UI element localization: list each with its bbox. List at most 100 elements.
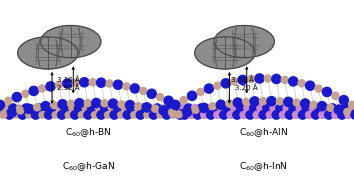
Circle shape: [22, 39, 73, 67]
Ellipse shape: [218, 105, 225, 112]
Ellipse shape: [319, 111, 326, 119]
Ellipse shape: [113, 80, 122, 89]
Circle shape: [222, 29, 267, 54]
Ellipse shape: [255, 74, 264, 83]
Ellipse shape: [153, 104, 161, 112]
Circle shape: [220, 29, 268, 54]
Circle shape: [207, 43, 243, 63]
Ellipse shape: [164, 96, 173, 105]
Ellipse shape: [118, 112, 124, 118]
Ellipse shape: [39, 85, 46, 92]
Ellipse shape: [17, 105, 23, 111]
Circle shape: [66, 39, 75, 44]
Ellipse shape: [175, 111, 182, 118]
Ellipse shape: [201, 111, 208, 119]
Ellipse shape: [51, 101, 58, 109]
Circle shape: [56, 34, 86, 50]
Ellipse shape: [63, 79, 72, 88]
Ellipse shape: [322, 87, 332, 97]
Ellipse shape: [279, 111, 286, 119]
Ellipse shape: [220, 111, 228, 119]
Ellipse shape: [298, 80, 305, 87]
Ellipse shape: [210, 104, 219, 112]
Ellipse shape: [250, 97, 259, 106]
Ellipse shape: [223, 104, 232, 112]
Ellipse shape: [293, 99, 300, 106]
Ellipse shape: [312, 111, 320, 119]
Circle shape: [204, 42, 246, 64]
Ellipse shape: [169, 109, 176, 116]
Circle shape: [51, 31, 90, 52]
Ellipse shape: [123, 83, 130, 90]
Ellipse shape: [301, 99, 310, 108]
Circle shape: [28, 43, 67, 63]
Ellipse shape: [244, 105, 251, 112]
Ellipse shape: [276, 104, 284, 112]
Circle shape: [44, 27, 98, 56]
Ellipse shape: [322, 105, 330, 112]
Circle shape: [45, 28, 96, 55]
Ellipse shape: [91, 112, 98, 118]
Ellipse shape: [197, 88, 204, 95]
Circle shape: [202, 41, 247, 65]
Ellipse shape: [61, 104, 70, 112]
Ellipse shape: [315, 85, 322, 92]
Circle shape: [195, 37, 255, 69]
Ellipse shape: [338, 111, 346, 119]
Ellipse shape: [92, 98, 101, 108]
Circle shape: [213, 46, 237, 59]
Ellipse shape: [302, 104, 310, 112]
Ellipse shape: [142, 103, 152, 112]
Ellipse shape: [216, 100, 225, 109]
Circle shape: [42, 50, 54, 56]
Ellipse shape: [114, 104, 122, 112]
Circle shape: [63, 38, 78, 46]
Circle shape: [220, 50, 229, 55]
Ellipse shape: [34, 104, 41, 111]
Circle shape: [234, 36, 255, 47]
Ellipse shape: [56, 81, 63, 88]
Ellipse shape: [310, 101, 317, 108]
Circle shape: [31, 44, 64, 62]
Ellipse shape: [318, 101, 327, 111]
Ellipse shape: [109, 99, 118, 108]
Ellipse shape: [58, 100, 67, 109]
Text: C$_{60}$@h-BN: C$_{60}$@h-BN: [65, 126, 112, 139]
Ellipse shape: [135, 105, 141, 111]
Ellipse shape: [253, 111, 260, 119]
Ellipse shape: [309, 105, 316, 112]
Ellipse shape: [157, 112, 163, 118]
Ellipse shape: [194, 111, 202, 119]
Ellipse shape: [22, 104, 30, 112]
Ellipse shape: [173, 101, 181, 108]
Circle shape: [232, 35, 256, 48]
Ellipse shape: [69, 105, 75, 111]
Ellipse shape: [240, 111, 247, 119]
Ellipse shape: [48, 104, 57, 112]
Ellipse shape: [97, 111, 105, 119]
Circle shape: [60, 36, 81, 47]
Circle shape: [228, 33, 261, 50]
Ellipse shape: [341, 104, 350, 112]
Ellipse shape: [349, 101, 354, 108]
Ellipse shape: [270, 105, 277, 112]
Text: 3.20 Å: 3.20 Å: [235, 84, 257, 91]
Ellipse shape: [183, 107, 192, 117]
Ellipse shape: [52, 112, 58, 118]
Ellipse shape: [29, 86, 38, 95]
Ellipse shape: [289, 77, 298, 86]
Circle shape: [198, 39, 252, 67]
Ellipse shape: [84, 111, 92, 119]
Ellipse shape: [264, 75, 272, 82]
Ellipse shape: [171, 104, 179, 112]
Circle shape: [219, 28, 270, 55]
Ellipse shape: [272, 74, 281, 84]
Ellipse shape: [336, 105, 343, 112]
Ellipse shape: [87, 104, 96, 112]
Circle shape: [19, 38, 76, 68]
Ellipse shape: [95, 105, 102, 111]
Circle shape: [36, 46, 60, 59]
Ellipse shape: [351, 111, 354, 119]
Circle shape: [211, 46, 238, 60]
Circle shape: [217, 27, 272, 56]
